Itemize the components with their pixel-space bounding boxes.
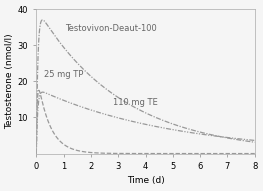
- Text: Testovivon-Deaut-100: Testovivon-Deaut-100: [65, 23, 157, 32]
- Text: 110 mg TE: 110 mg TE: [113, 98, 158, 107]
- X-axis label: Time (d): Time (d): [127, 176, 164, 185]
- Y-axis label: Testosterone (nmol/l): Testosterone (nmol/l): [6, 33, 14, 129]
- Text: 25 mg TP: 25 mg TP: [44, 70, 84, 79]
